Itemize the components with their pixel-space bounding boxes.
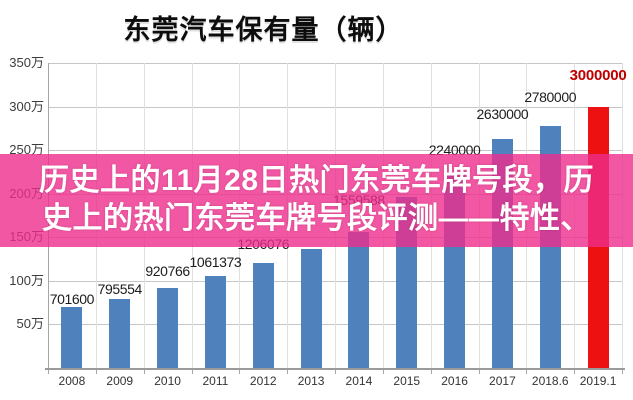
bar-2011 (204, 275, 226, 368)
bar-2008 (61, 306, 83, 368)
x-axis-tick-mark (191, 370, 193, 374)
headline-overlay-band (0, 154, 633, 247)
bar-value-label: 2630000 (476, 106, 529, 122)
x-tick-label-2015: 2015 (393, 374, 421, 388)
headline-line-1: 历史上的11月28日热门东莞车牌号段，历 (38, 164, 595, 197)
x-tick-label-2018.6: 2018.6 (531, 374, 569, 388)
x-tick-label-2008: 2008 (58, 374, 86, 388)
x-axis-tick-mark (335, 370, 336, 374)
y-tick-label: 250万 (9, 142, 44, 158)
x-tick-label-2012: 2012 (249, 374, 277, 388)
y-tick-label: 50万 (16, 316, 44, 332)
x-tick-label-2013: 2013 (297, 374, 325, 388)
x-axis-line (45, 368, 625, 370)
x-axis-tick-mark (48, 370, 49, 374)
bar-2009 (109, 298, 131, 368)
bar-2010 (157, 287, 179, 368)
x-axis-tick-mark (478, 370, 480, 374)
x-axis-tick-mark (622, 370, 623, 374)
chart-title: 东莞汽车保有量（辆） (123, 15, 404, 45)
x-tick-label-2014: 2014 (345, 374, 373, 388)
bar-value-label: 1061373 (189, 254, 242, 270)
x-axis-tick-mark (430, 370, 432, 374)
x-tick-label-2011: 2011 (202, 374, 229, 388)
x-axis-tick-mark (574, 370, 576, 374)
bar-value-label: 3000000 (569, 67, 627, 84)
bar-value-label: 701600 (49, 291, 95, 307)
bar-value-label: 2240000 (428, 142, 481, 158)
x-axis-tick-mark (95, 370, 97, 374)
bar-value-label: 920766 (145, 263, 190, 279)
headline-line-2: 史上的热门东莞车牌号段评测——特性、 (42, 202, 591, 235)
bar-value-label: 795554 (97, 281, 143, 297)
x-axis-tick-mark (382, 370, 384, 374)
x-tick-label-2009: 2009 (106, 374, 134, 388)
headline-overlay-text: 历史上的11月28日热门东莞车牌号段，历 史上的热门东莞车牌号段评测——特性、 (0, 162, 633, 238)
x-axis-tick-mark (287, 370, 289, 374)
x-tick-label-2010: 2010 (154, 374, 181, 388)
x-axis-tick-mark (239, 370, 241, 374)
x-tick-label-2017: 2017 (489, 374, 516, 388)
y-tick-label: 350万 (9, 55, 44, 70)
x-axis-tick-mark (143, 370, 145, 374)
x-tick-label-2016: 2016 (441, 374, 468, 388)
y-tick-label: 100万 (9, 272, 44, 288)
bar-value-label: 2780000 (524, 89, 577, 105)
y-tick-label: 300万 (9, 98, 44, 114)
bar-2012 (252, 262, 274, 368)
bar-2014 (348, 232, 370, 368)
x-tick-label-2019.1: 2019.1 (579, 374, 617, 388)
x-axis-tick-mark (526, 370, 528, 374)
bar-2013 (300, 248, 322, 368)
